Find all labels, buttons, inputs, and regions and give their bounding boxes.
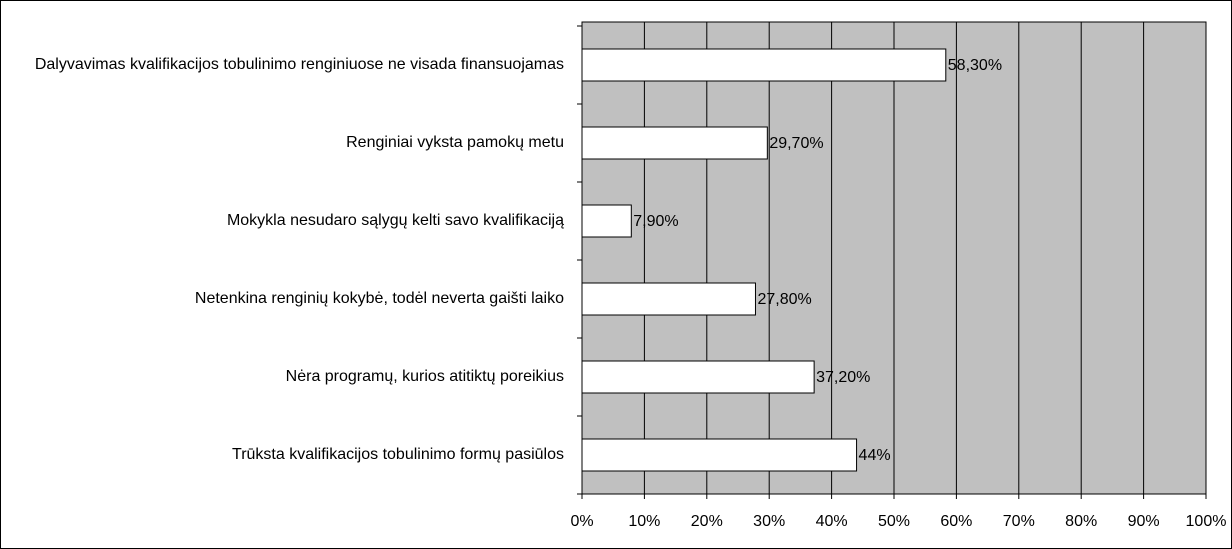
x-tick-label: 50% [878,513,910,530]
bar [581,282,756,316]
category-text: Nėra programų, kurios atitiktų poreikius [285,368,564,385]
category-text: Renginiai vyksta pamokų metu [346,134,564,151]
x-tick-label: 90% [1128,513,1160,530]
value-label: 37,20% [816,369,870,386]
value-label: 58,30% [948,57,1002,74]
value-label: 29,70% [769,135,823,152]
category-text: Mokykla nesudaro sąlygų kelti savo kvali… [226,212,564,229]
category-label: Renginiai vyksta pamokų metu [4,113,564,173]
x-tick-label: 80% [1065,513,1097,530]
value-label: 44% [859,447,891,464]
bar [581,48,947,82]
category-label: Nėra programų, kurios atitiktų poreikius [4,347,564,407]
category-text: Dalyvavimas kvalifikacijos tobulinimo re… [34,56,564,73]
category-label: Mokykla nesudaro sąlygų kelti savo kvali… [4,191,564,251]
category-label: Dalyvavimas kvalifikacijos tobulinimo re… [4,35,564,95]
bar [581,204,632,238]
category-text: Netenkina renginių kokybė, todėl neverta… [194,290,564,307]
category-label: Trūksta kvalifikacijos tobulinimo formų … [4,425,564,485]
value-label: 27,80% [757,291,811,308]
category-label: Netenkina renginių kokybė, todėl neverta… [4,269,564,329]
bar [581,126,768,160]
bar [581,438,858,472]
x-tick-label: 20% [691,513,723,530]
x-tick-label: 70% [1003,513,1035,530]
x-tick-label: 30% [753,513,785,530]
bar [581,360,815,394]
category-text: Trūksta kvalifikacijos tobulinimo formų … [232,446,564,463]
x-tick-label: 0% [570,513,593,530]
x-tick-label: 40% [816,513,848,530]
x-tick-label: 60% [940,513,972,530]
value-label: 7,90% [633,213,678,230]
x-tick-label: 100% [1186,513,1227,530]
x-tick-label: 10% [628,513,660,530]
